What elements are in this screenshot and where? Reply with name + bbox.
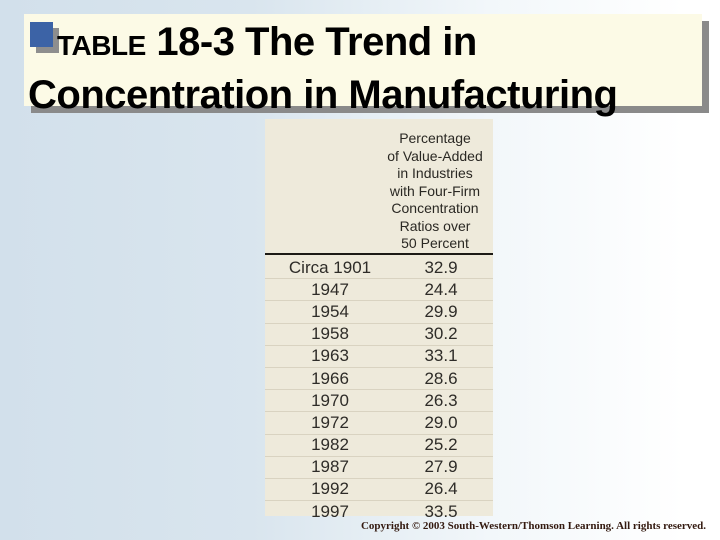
table-cell-value: 29.9 — [424, 301, 458, 321]
table-cell-value: 32.9 — [424, 257, 458, 277]
copyright-notice: Copyright © 2003 South-Western/Thomson L… — [360, 520, 706, 532]
title-number-text: 18-3 The Trend in — [156, 20, 477, 64]
table-row: 1997 33.5 — [265, 501, 493, 522]
title-kicker: TABLE — [57, 30, 146, 61]
table-row: 1992 26.4 — [265, 479, 493, 502]
data-table-card: Percentage of Value-Added in Industries wit… — [265, 119, 493, 521]
table-cell-year: 1954 — [311, 301, 349, 321]
table-cell-value: 33.5 — [424, 501, 458, 521]
title-banner: TABLE 18-3 The Trend in Concentration in… — [24, 14, 702, 117]
title-line-2: Concentration in Manufacturing — [28, 73, 618, 117]
table-header-line: with Four-Firm — [389, 182, 481, 199]
table-cell-year: 1982 — [311, 435, 349, 455]
table-cell-year: 1972 — [311, 412, 349, 432]
table-cell-year: 1963 — [311, 346, 349, 366]
table-header-rule — [265, 253, 493, 255]
table-header-line: Concentration — [391, 200, 479, 216]
table-row: 1970 26.3 — [265, 390, 493, 413]
title-line-1: TABLE 18-3 The Trend in — [57, 20, 702, 73]
table-cell-value: 26.3 — [424, 390, 458, 410]
table-row: 1982 25.2 — [265, 435, 493, 457]
table-row: 1972 29.0 — [265, 412, 493, 435]
bullet-square-icon — [30, 22, 53, 47]
table-cell-year: 1958 — [311, 324, 349, 344]
table-cell-value: 27.9 — [424, 457, 458, 477]
table-header-line: 50 Percent — [401, 235, 469, 251]
table-header-line: Ratios over — [399, 217, 471, 234]
table-cell-value: 25.2 — [424, 435, 458, 455]
table-row: 1963 33.1 — [265, 346, 493, 368]
table-row: 1947 24.4 — [265, 279, 493, 302]
table-header-line: of Value-Added — [387, 147, 483, 164]
table-header-line: Percentage — [399, 130, 471, 146]
table-body: Circa 1901 32.9 1947 24.4 1954 29.9 1958 30.2 19… — [265, 255, 493, 522]
table-cell-value: 29.0 — [424, 412, 458, 432]
slide-title: TABLE 18-3 The Trend in Concentration in… — [24, 14, 702, 118]
table-cell-year: 1966 — [311, 368, 349, 388]
table-cell-year: 1997 — [311, 501, 349, 521]
table-cell-value: 28.6 — [424, 368, 458, 388]
table-cell-value: 30.2 — [424, 324, 458, 344]
table-cell-value: 26.4 — [424, 479, 458, 499]
table-row: 1958 30.2 — [265, 324, 493, 346]
table-cell-value: 24.4 — [424, 279, 458, 299]
table-header: Percentage of Value-Added in Industries wit… — [265, 119, 493, 253]
table-header-line: in Industries — [397, 165, 473, 181]
table-cell-year: 1970 — [311, 390, 349, 410]
table-row: 1966 28.6 — [265, 368, 493, 391]
table-row: Circa 1901 32.9 — [265, 257, 493, 280]
table-cell-year: Circa 1901 — [288, 257, 372, 277]
table-header-spacer — [265, 130, 383, 253]
table-header-lines: Percentage of Value-Added in Industries wit… — [383, 130, 487, 253]
table-cell-year: 1947 — [311, 279, 349, 299]
table-row: 1987 27.9 — [265, 457, 493, 479]
table-cell-year: 1992 — [311, 479, 349, 499]
table-cell-year: 1987 — [311, 457, 349, 477]
table-row: 1954 29.9 — [265, 301, 493, 324]
table-cell-value: 33.1 — [424, 346, 458, 366]
